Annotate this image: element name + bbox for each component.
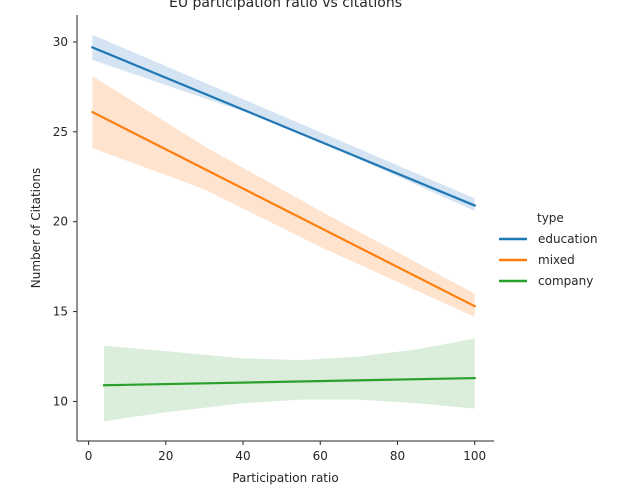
legend-label-company: company	[538, 274, 593, 288]
band-company	[104, 338, 475, 422]
legend-label-mixed: mixed	[538, 253, 575, 267]
y-tick-label: 25	[53, 125, 68, 139]
y-axis-label: Number of Citations	[29, 168, 43, 288]
x-tick-label: 0	[85, 449, 93, 463]
confidence-bands	[92, 34, 475, 422]
y-tick-label: 30	[53, 35, 68, 49]
x-tick-label: 100	[463, 449, 486, 463]
y-tick-label: 15	[53, 305, 68, 319]
line-education	[91, 45, 477, 207]
axes: 0 20 40 60 80 100 10 15 20 25 30	[53, 15, 494, 463]
series-lines	[90, 45, 477, 387]
legend: type education mixed company	[499, 211, 598, 288]
legend-title: type	[537, 211, 564, 225]
x-tick-label: 80	[390, 449, 405, 463]
y-tick-label: 10	[53, 394, 68, 408]
x-tick-label: 20	[158, 449, 173, 463]
line-mixed	[90, 110, 477, 308]
x-tick-label: 40	[235, 449, 250, 463]
legend-label-education: education	[538, 232, 598, 246]
x-axis-label: Participation ratio	[232, 471, 338, 485]
chart-title: EU participation ratio vs citations	[169, 0, 402, 11]
y-ticks: 10 15 20 25 30	[53, 35, 77, 408]
x-tick-label: 60	[313, 449, 328, 463]
band-mixed	[92, 76, 475, 317]
x-ticks: 0 20 40 60 80 100	[85, 441, 486, 463]
line-company	[102, 376, 476, 387]
y-tick-label: 20	[53, 215, 68, 229]
